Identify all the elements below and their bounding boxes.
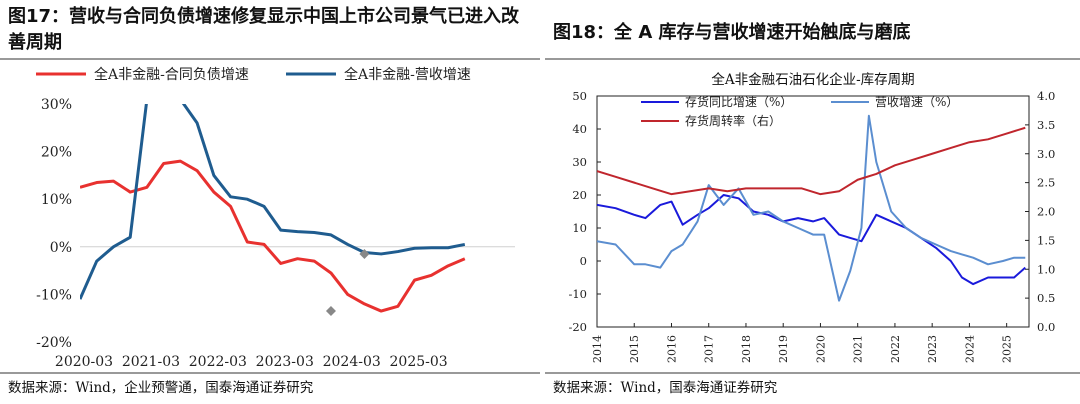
left-source-note: 数据来源：Wind，企业预警通，国泰海通证券研究 xyxy=(8,380,314,396)
chart-inner-title: 全A非金融石油石化企业-库存周期 xyxy=(711,71,914,88)
y-tick-label: -20% xyxy=(36,335,72,351)
y-left-tick-label: 30 xyxy=(572,155,587,169)
y-right-tick-label: 3.0 xyxy=(1037,147,1055,161)
plot-frame xyxy=(596,95,1030,328)
x-tick-label: 2021-03 xyxy=(122,354,180,370)
x-tick-label: 2024 xyxy=(963,335,976,363)
right-top-rule xyxy=(545,58,1080,60)
x-tick-label: 2014 xyxy=(591,335,604,363)
y-right-tick-label: 1.5 xyxy=(1037,233,1055,247)
y-tick-label: 10% xyxy=(41,192,72,208)
y-left-tick-label: 50 xyxy=(572,89,587,103)
y-tick-label: -10% xyxy=(36,287,72,303)
legend: 存货同比增速（%） 营收增速（%） 存货周转率（右） xyxy=(641,94,958,128)
right-chart-title: 图18：全 A 库存与营收增速开始触底与磨底 xyxy=(553,22,911,43)
y-tick-label: 30% xyxy=(41,97,72,113)
left-chart-panel: 图17：营收与合同负债增速修复显示中国上市公司景气已进入改善周期 30% 20% 1… xyxy=(0,6,540,396)
y-left-tick-label: 0 xyxy=(580,254,587,268)
legend-label: 存货周转率（右） xyxy=(685,113,781,128)
x-tick-label: 2022 xyxy=(889,335,902,363)
y-right-tick-label: 4.0 xyxy=(1037,89,1055,103)
right-line-chart: 全A非金融石油石化企业-库存周期 50 40 30 20 10 0 -10 -20 4.0 3.5 3… xyxy=(568,71,1055,363)
x-tick-label: 2023 xyxy=(926,335,939,363)
x-tick-label: 2017 xyxy=(703,335,716,363)
series-line xyxy=(597,126,1026,196)
x-tick-label: 2016 xyxy=(665,335,678,363)
series-line xyxy=(80,104,466,300)
point-marker xyxy=(325,306,336,317)
right-source-note: 数据来源：Wind，国泰海通证券研究 xyxy=(553,380,778,396)
x-tick-label: 2025-03 xyxy=(390,354,448,370)
y-left-tick-label: 10 xyxy=(572,221,587,235)
left-bottom-rule xyxy=(0,372,540,374)
y-right-tick-label: 2.0 xyxy=(1037,205,1055,219)
x-tick-label: 2022-03 xyxy=(189,354,247,370)
y-tick-label: 20% xyxy=(41,145,72,161)
x-tick-label: 2020-03 xyxy=(55,354,113,370)
y-left-tick-label: 40 xyxy=(572,122,587,136)
x-tick-label: 2025 xyxy=(1001,335,1014,363)
series-line xyxy=(80,159,466,313)
y-left-tick-label: -10 xyxy=(568,287,587,301)
legend: 全A非金融-合同负债增速 全A非金融-营收增速 xyxy=(36,66,471,83)
x-tick-label: 2024-03 xyxy=(323,354,381,370)
y-right-tick-label: 0.0 xyxy=(1037,320,1055,334)
y-tick-label: 0% xyxy=(50,240,72,256)
y-left-tick-label: 20 xyxy=(572,188,587,202)
legend-label: 全A非金融-营收增速 xyxy=(344,66,471,83)
x-tick-label: 2021 xyxy=(852,335,865,363)
y-right-tick-label: 0.5 xyxy=(1037,291,1055,305)
left-chart-title: 图17：营收与合同负债增速修复显示中国上市公司景气已进入改善周期 xyxy=(8,6,520,53)
y-left-tick-label: -20 xyxy=(568,320,587,334)
x-tick-label: 2015 xyxy=(628,335,641,363)
x-tick-label: 2018 xyxy=(740,335,753,363)
y-right-tick-label: 3.5 xyxy=(1037,118,1055,132)
left-top-rule xyxy=(0,58,540,60)
y-right-tick-label: 1.0 xyxy=(1037,262,1055,276)
series-line xyxy=(597,114,1026,302)
left-line-chart: 30% 20% 10% 0% -10% -20% 2020-03 2021-03 2022-03… xyxy=(36,66,515,370)
right-chart-panel: 图18：全 A 库存与营收增速开始触底与磨底 全A非金融石油石化企业-库存周期 5… xyxy=(545,0,1080,404)
series-line xyxy=(597,194,1026,286)
right-bottom-rule xyxy=(545,372,1080,374)
x-tick-label: 2019 xyxy=(777,335,790,363)
legend-label: 营收增速（%） xyxy=(875,95,958,109)
x-tick-label: 2020 xyxy=(814,335,827,363)
legend-label: 存货同比增速（%） xyxy=(685,94,792,109)
x-tick-label: 2023-03 xyxy=(256,354,314,370)
y-right-tick-label: 2.5 xyxy=(1037,176,1055,190)
point-marker xyxy=(359,248,370,259)
legend-label: 全A非金融-合同负债增速 xyxy=(94,66,249,83)
